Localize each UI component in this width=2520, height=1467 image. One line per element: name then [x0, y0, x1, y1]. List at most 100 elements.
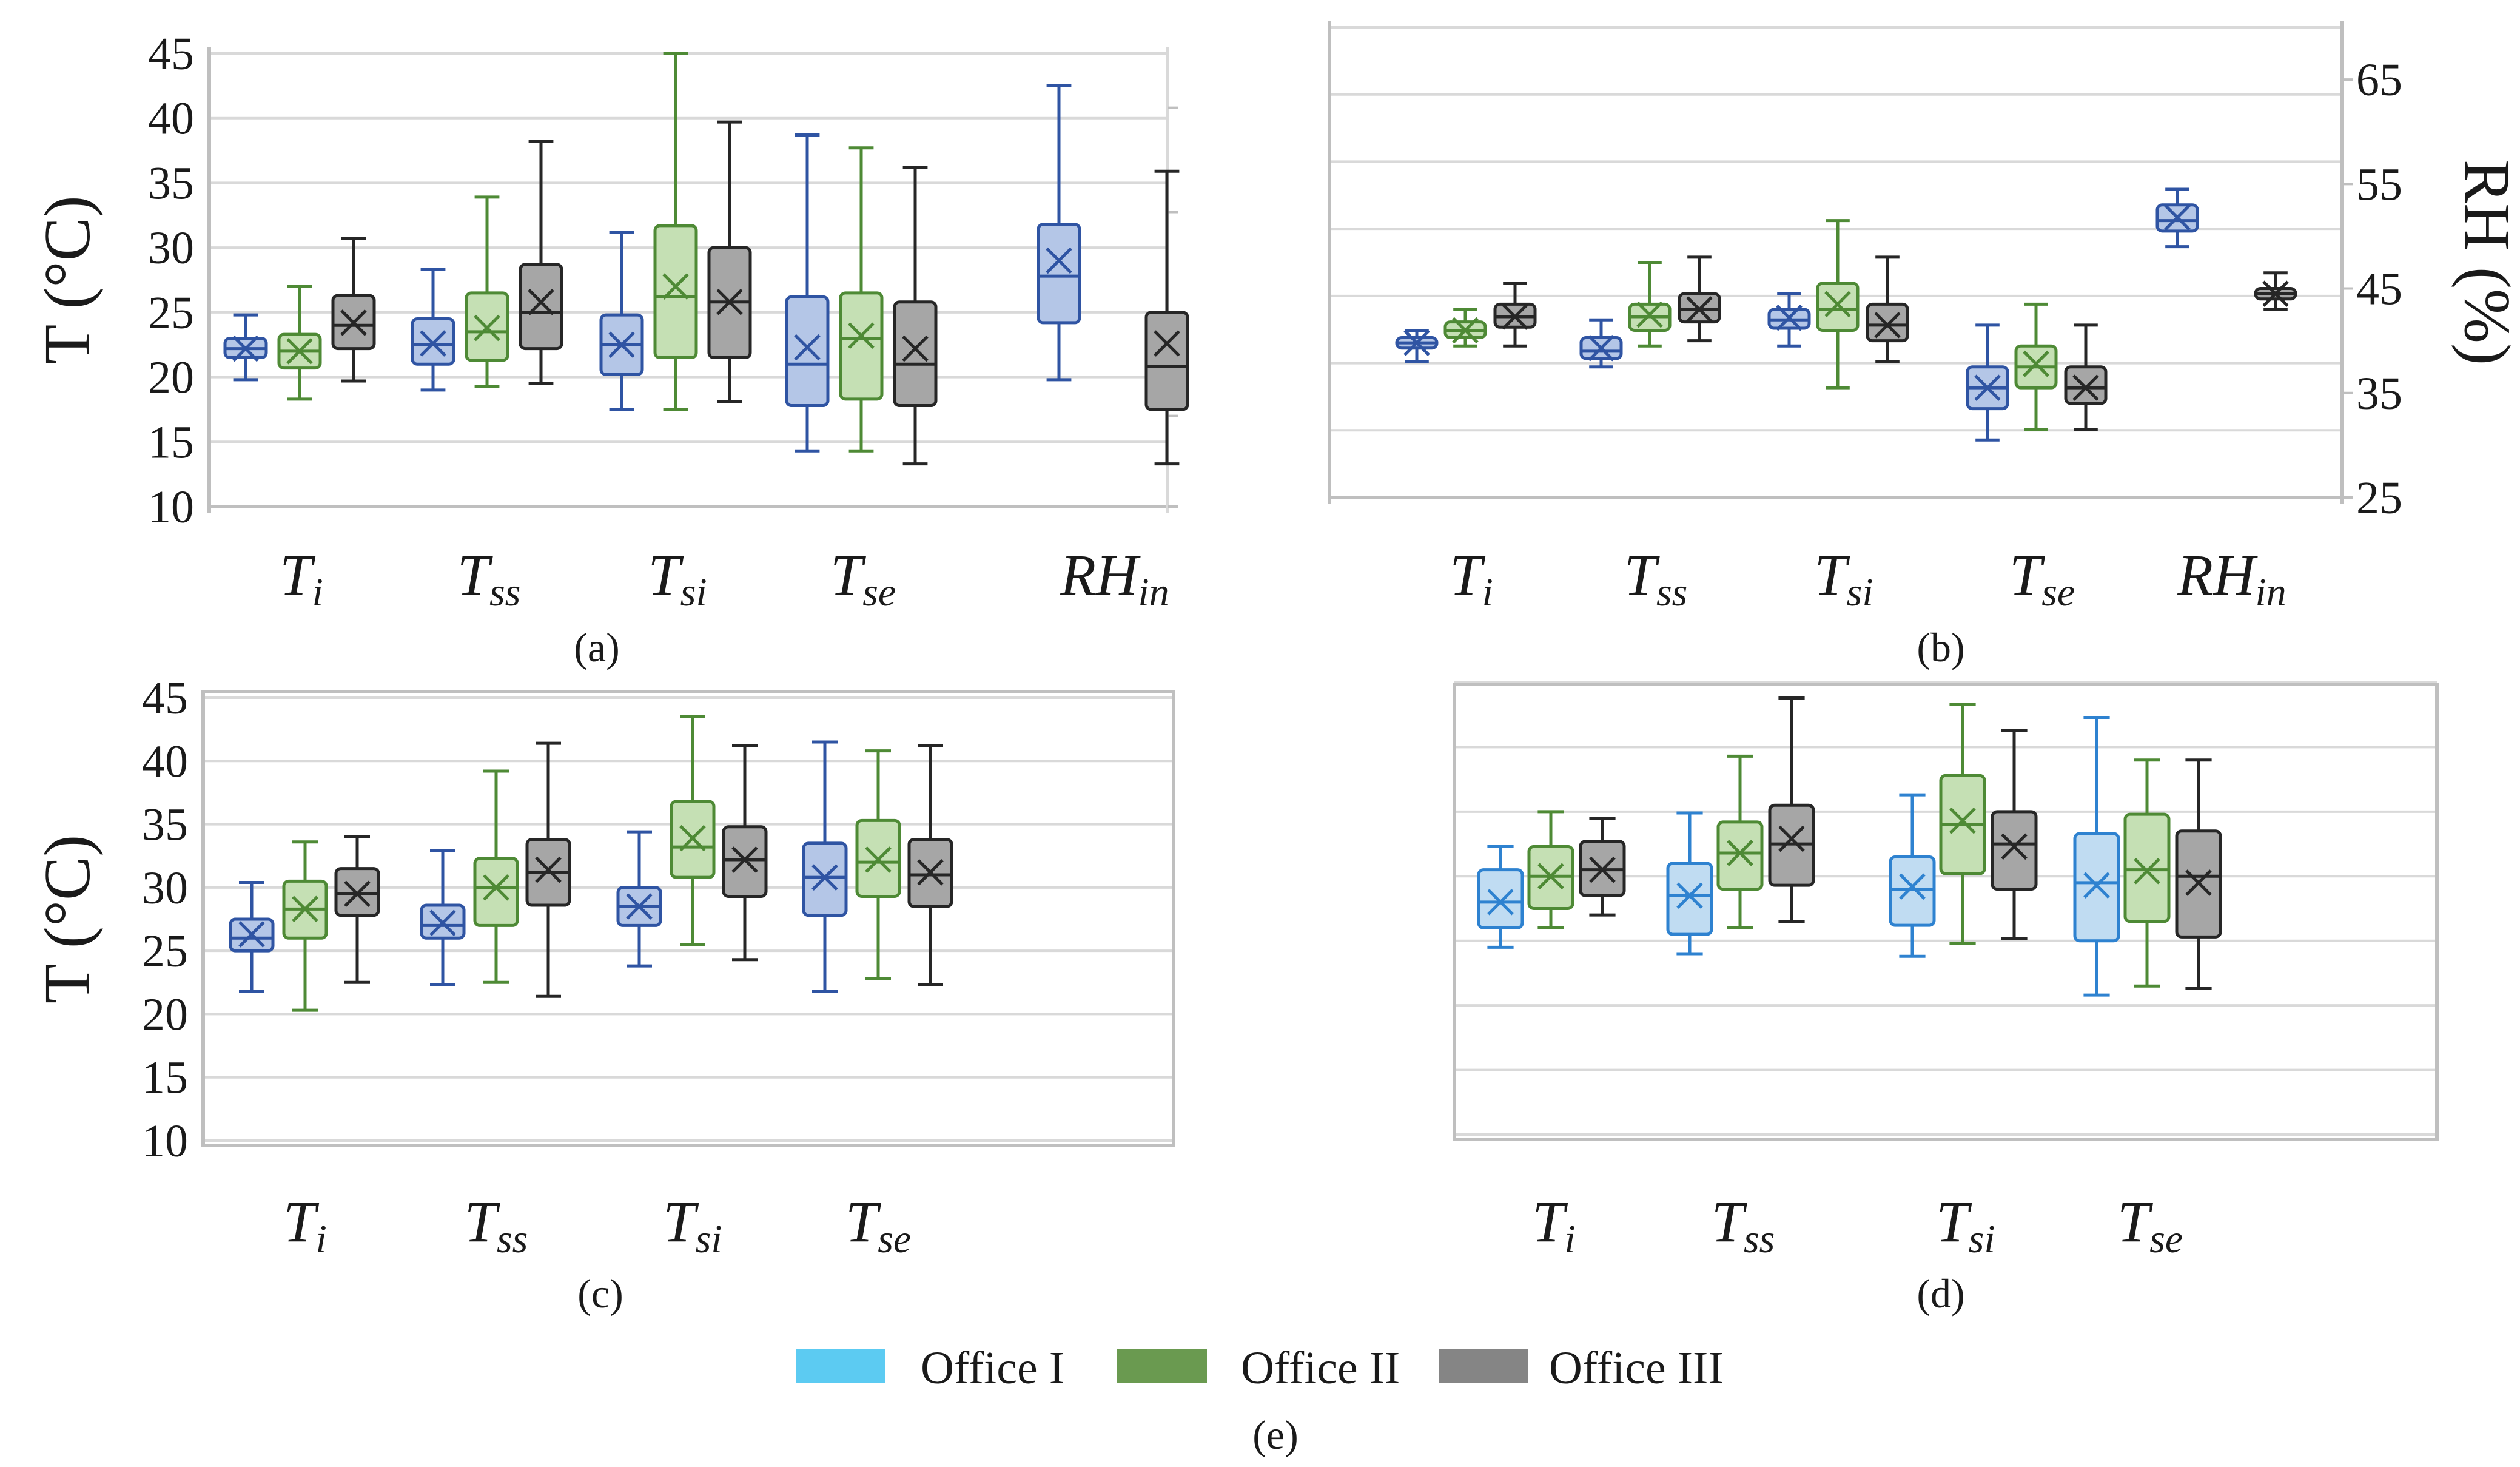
mean-marker — [292, 895, 318, 923]
legend-label-office-3: Office III — [1549, 1343, 1724, 1394]
category-label: Tss — [457, 542, 521, 615]
mean-marker — [420, 330, 446, 357]
mean-marker — [1874, 312, 1901, 339]
category-label: Ti — [280, 542, 323, 615]
mean-marker — [2023, 350, 2049, 377]
y-tick-label: 10 — [148, 482, 194, 533]
box-iqr — [1037, 223, 1081, 325]
box-iqr — [473, 857, 519, 927]
panel-label-e: (e) — [1252, 1412, 1298, 1458]
box-plot — [1628, 261, 1672, 348]
y-tick-label: 30 — [148, 223, 194, 274]
category-label: Ti — [1532, 1189, 1576, 1261]
mean-marker — [344, 880, 371, 908]
category-label: Ti — [283, 1189, 327, 1261]
category-label: Tse — [2117, 1189, 2183, 1261]
legend-swatch-office-2 — [1117, 1349, 1207, 1383]
y-axis-title: RH (%) — [2451, 160, 2520, 365]
mean-marker — [1949, 807, 1976, 834]
box-iqr — [839, 291, 884, 401]
mean-marker — [232, 335, 259, 362]
box-plot — [1866, 255, 1909, 363]
mean-marker — [811, 864, 838, 891]
box-plot — [331, 237, 376, 383]
box-plot — [1678, 255, 1721, 343]
mean-marker — [1487, 889, 1514, 916]
box-plot — [2073, 715, 2120, 997]
mean-marker — [1727, 840, 1753, 866]
box-plot — [785, 133, 830, 453]
box-plot — [2155, 187, 2199, 249]
box-plot — [1493, 282, 1537, 348]
box-plot — [855, 749, 901, 980]
box-plot — [223, 313, 268, 382]
box-iqr — [1866, 302, 1909, 343]
box-plot — [1579, 318, 1623, 369]
category-label: RHin — [2177, 542, 2286, 615]
category-label: Tss — [465, 1189, 528, 1261]
box-plot — [599, 231, 644, 411]
mean-marker — [1154, 330, 1180, 357]
box-plot — [411, 268, 455, 392]
box-plot — [2254, 271, 2297, 311]
box-plot — [519, 140, 563, 385]
mean-marker — [1636, 301, 1663, 328]
mean-marker — [1676, 882, 1703, 909]
box-plot — [1991, 729, 2038, 940]
legend: Office I Office II Office III (e) — [796, 1343, 1724, 1458]
mean-marker — [608, 331, 635, 358]
y-tick-label: 15 — [148, 417, 194, 468]
y-tick-label: 45 — [142, 673, 188, 724]
panel-a: 10 15 20 25 30 35 40 45 T (°C) Ti Tss Tsi Tse RHin (a) — [32, 29, 1189, 670]
box-plot — [1939, 703, 1986, 945]
mean-marker — [917, 859, 944, 886]
mean-marker — [1974, 374, 2001, 401]
y-tick-label: 20 — [142, 989, 188, 1040]
y-tick-label: 40 — [148, 93, 194, 144]
category-label: Tsi — [663, 1189, 722, 1261]
box-plot — [229, 881, 275, 993]
box-plot — [1037, 84, 1081, 382]
mean-marker — [865, 846, 892, 873]
box-plot — [473, 769, 519, 984]
box-iqr — [893, 300, 938, 408]
box-plot — [420, 849, 466, 986]
mean-marker — [731, 846, 758, 873]
y-tick-label: 25 — [142, 926, 188, 977]
box-plot — [670, 715, 716, 946]
y-tick-label: 40 — [142, 736, 188, 787]
box-plot — [802, 740, 848, 993]
mean-marker — [238, 921, 265, 948]
category-label: Tss — [1624, 542, 1688, 615]
mean-marker — [2083, 872, 2110, 899]
legend-label-office-2: Office II — [1241, 1343, 1400, 1394]
box-iqr — [1889, 855, 1936, 927]
box-iqr — [653, 224, 698, 360]
box-iqr — [519, 263, 563, 351]
y-tick-label: 25 — [2356, 473, 2402, 524]
plot-frame — [1453, 683, 2439, 1141]
category-label: Tsi — [1814, 542, 1873, 615]
category-label: Tse — [845, 1189, 911, 1261]
box-plot — [722, 744, 768, 962]
y-tick-label: 30 — [142, 863, 188, 914]
box-iqr — [1144, 311, 1189, 411]
y-tick-label: 20 — [148, 352, 194, 403]
box-plot — [1527, 810, 1574, 929]
box-plot — [277, 285, 322, 401]
category-label: Tse — [830, 542, 896, 615]
box-plot — [1144, 169, 1189, 466]
box-plot — [2175, 758, 2222, 990]
mean-marker — [626, 893, 653, 920]
legend-swatch-office-1 — [796, 1349, 885, 1383]
y-axis-title: T (°C) — [32, 835, 104, 1003]
category-label: Tsi — [1936, 1189, 1995, 1261]
mean-marker — [474, 314, 500, 342]
box-plot — [907, 744, 953, 986]
y-tick-label: 45 — [2356, 264, 2402, 315]
box-iqr — [2123, 812, 2171, 923]
panel-label: (d) — [1917, 1270, 1964, 1317]
box-iqr — [1716, 820, 1764, 891]
box-plot — [1767, 292, 1811, 348]
